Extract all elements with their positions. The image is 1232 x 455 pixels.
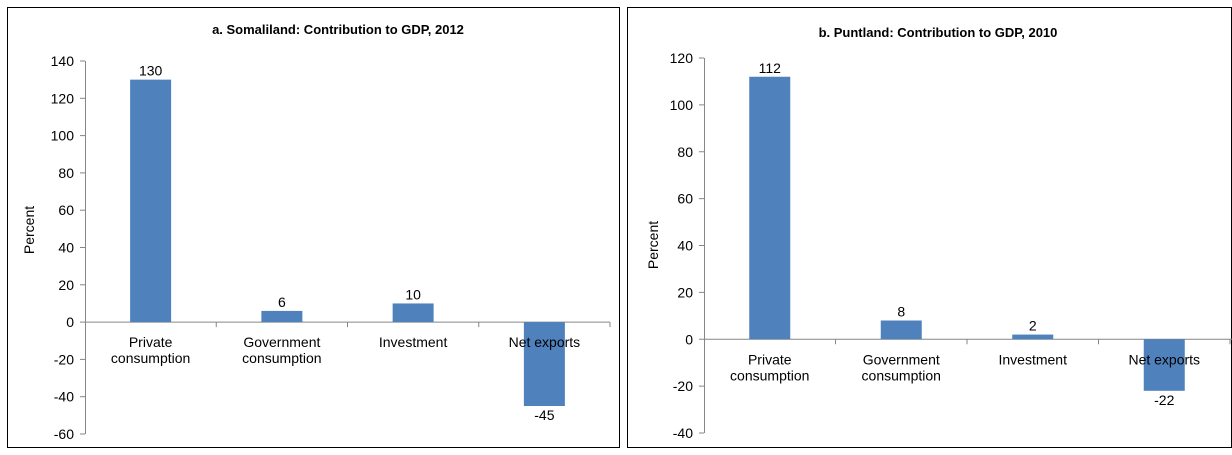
y-tick-label: -60	[54, 426, 74, 442]
y-tick-label: 140	[51, 53, 75, 69]
y-tick-label: 60	[58, 202, 74, 218]
bar	[130, 79, 172, 323]
y-axis-title: Percent	[21, 206, 37, 254]
y-tick-label: 40	[677, 238, 693, 254]
y-tick-label: 120	[670, 50, 694, 66]
x-category-label: Investment	[999, 351, 1068, 367]
y-tick-label: 20	[58, 277, 74, 293]
y-tick-label: 0	[66, 314, 74, 330]
x-category-label: Government	[863, 351, 940, 367]
chart-panel-puntland: b. Puntland: Contribution to GDP, 2010 Pe…	[627, 7, 1232, 448]
y-tick-label: -40	[673, 425, 693, 441]
data-label: -45	[534, 407, 554, 423]
y-tick-label: 120	[51, 90, 75, 106]
data-label: 130	[139, 63, 163, 79]
data-label: 2	[1029, 318, 1037, 334]
chart-panel-somaliland: a. Somaliland: Contribution to GDP, 2012…	[7, 7, 620, 448]
x-category-label: Net exports	[509, 334, 581, 350]
data-label: 10	[405, 286, 421, 302]
x-category-label: consumption	[111, 350, 190, 366]
x-category-label: consumption	[730, 367, 809, 383]
y-tick-label: 80	[58, 165, 74, 181]
chart-frame	[7, 7, 620, 448]
x-category-label: Private	[748, 351, 792, 367]
y-tick-label: -20	[673, 378, 693, 394]
bar	[523, 322, 565, 407]
data-label: 6	[278, 294, 286, 310]
data-label: -22	[1154, 392, 1174, 408]
bar	[261, 310, 303, 323]
y-tick-label: 100	[51, 128, 75, 144]
chart-title: b. Puntland: Contribution to GDP, 2010	[819, 25, 1058, 40]
x-category-label: Investment	[379, 334, 448, 350]
bar	[1012, 334, 1054, 340]
x-category-label: consumption	[862, 367, 941, 383]
x-category-label: Private	[129, 334, 173, 350]
y-tick-label: -40	[54, 389, 74, 405]
y-tick-label: 20	[677, 284, 693, 300]
data-label: 8	[897, 304, 905, 320]
bar	[880, 320, 922, 340]
x-category-label: Net exports	[1128, 351, 1200, 367]
y-axis-title: Percent	[645, 221, 661, 269]
y-tick-label: 80	[677, 144, 693, 160]
bar	[1143, 339, 1185, 391]
bar	[749, 76, 791, 340]
y-tick-label: -20	[54, 351, 74, 367]
y-tick-label: 100	[670, 97, 694, 113]
bar	[392, 303, 434, 323]
y-tick-label: 60	[677, 191, 693, 207]
data-label: 112	[759, 60, 782, 76]
y-tick-label: 0	[685, 331, 693, 347]
x-category-label: consumption	[242, 350, 321, 366]
chart-title: a. Somaliland: Contribution to GDP, 2012	[212, 22, 464, 37]
x-category-label: Government	[243, 334, 320, 350]
y-tick-label: 40	[58, 240, 74, 256]
